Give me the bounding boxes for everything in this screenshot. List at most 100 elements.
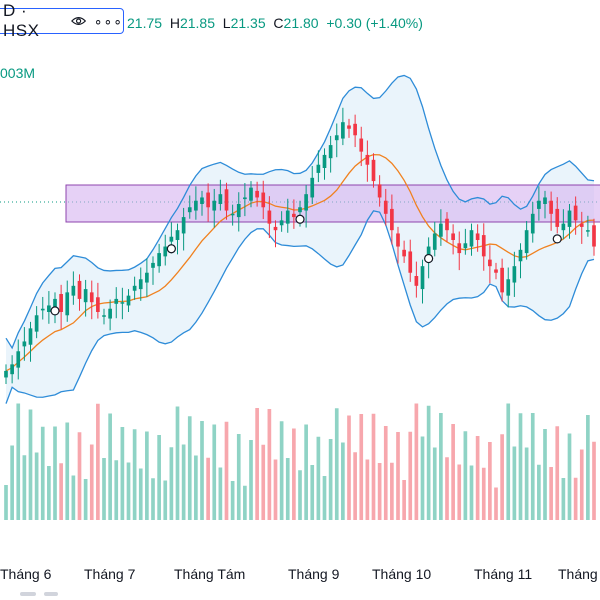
volume-bar (316, 436, 321, 520)
scroll-strip[interactable] (0, 588, 600, 600)
bollinger-upper (5, 74, 595, 350)
candle-body (77, 280, 82, 299)
candle-body (285, 210, 290, 224)
volume-bar (371, 413, 376, 520)
volume-bar (22, 455, 27, 520)
volume-bar (273, 459, 278, 520)
candle-body (16, 351, 21, 368)
volume-bar (586, 415, 590, 520)
volume-bar (390, 462, 394, 520)
candle-body (537, 200, 541, 209)
candle-body (494, 269, 498, 273)
price-zone (65, 184, 600, 223)
volume-bar (236, 434, 241, 520)
volume-bar (457, 464, 462, 520)
candle-body (371, 159, 376, 182)
candle-body (151, 262, 155, 268)
candle-body (359, 138, 364, 152)
candle-body (316, 164, 321, 173)
change-value: +0.30 (326, 15, 362, 31)
volume-bar (47, 466, 51, 520)
candle-body (481, 235, 486, 257)
open-value: 21.75 (127, 15, 163, 31)
volume-bar (445, 457, 449, 520)
candle-body (145, 272, 149, 283)
candle-body (4, 370, 8, 378)
volume-bar (353, 452, 357, 520)
candle-body (71, 285, 76, 296)
candle-body (261, 192, 266, 208)
volume-bar (108, 413, 112, 520)
volume-bar (285, 458, 290, 520)
volume-bar (157, 435, 161, 520)
volume-bar (341, 442, 345, 520)
candle-body (402, 249, 406, 257)
candle-body (206, 192, 210, 208)
volume-bar (414, 403, 419, 520)
volume-bar (59, 463, 63, 520)
candle-body (586, 230, 590, 232)
volume-bar (224, 421, 229, 520)
candle-body (475, 233, 480, 240)
candle-body (212, 200, 217, 211)
candle-body (426, 246, 431, 262)
candle-body (273, 226, 278, 231)
volume-bar (328, 439, 333, 520)
volume-bar (463, 431, 468, 520)
volume-bar (16, 403, 21, 520)
volume-bar (512, 446, 517, 520)
candle-body (341, 122, 345, 139)
volume-bar (555, 426, 560, 520)
volume-bar (408, 431, 413, 520)
candle-body (451, 233, 455, 240)
candle-body (163, 246, 168, 257)
volume-bar (255, 408, 259, 520)
x-axis-label: Tháng 7 (84, 566, 136, 582)
candle-body (592, 225, 596, 247)
eye-icon[interactable] (70, 15, 86, 27)
volume-bar (359, 414, 364, 520)
candle-body (187, 207, 192, 213)
symbol-legend[interactable]: D · HSX ∘∘∘ (0, 1, 124, 40)
candle-body (488, 259, 492, 267)
candle-body (445, 218, 449, 231)
volume-bar (383, 426, 388, 520)
candle-body (414, 276, 419, 286)
candle-body (408, 251, 413, 273)
bollinger-band-fill (6, 75, 594, 404)
candle-body (249, 187, 253, 201)
volume-bar (292, 428, 296, 520)
event-marker (424, 253, 434, 264)
close-label: C (273, 15, 284, 31)
volume-bar (34, 452, 39, 520)
candle-body (120, 302, 125, 304)
candle-body (322, 154, 327, 168)
more-options-icon[interactable]: ∘∘∘ (93, 12, 123, 29)
volume-bar (298, 470, 302, 520)
volume-bar (579, 449, 584, 520)
volume-bar (53, 426, 57, 520)
candle-body (53, 298, 57, 309)
candle-body (102, 315, 106, 317)
candle-body (561, 223, 566, 231)
candle-body (169, 236, 174, 242)
candle-body (292, 213, 296, 218)
volume-bar (77, 432, 82, 520)
volume-bar (83, 479, 88, 520)
change-pct: (+1.40%) (365, 15, 423, 31)
candle-body (347, 125, 351, 129)
volume-bar (132, 429, 137, 520)
candle-body (157, 253, 161, 267)
ohlc-readout: 21.75 H21.85 L21.35 C21.80 +0.30 (+1.40%… (127, 15, 423, 31)
volume-bar (573, 477, 578, 520)
volume-bar (304, 424, 308, 520)
volume-bar (432, 447, 437, 520)
volume-bar (530, 413, 535, 520)
candle-body (420, 266, 425, 290)
volume-bar (279, 421, 284, 520)
volume-bar (481, 467, 486, 520)
volume-bar (543, 429, 547, 520)
volume-bar (322, 476, 327, 520)
